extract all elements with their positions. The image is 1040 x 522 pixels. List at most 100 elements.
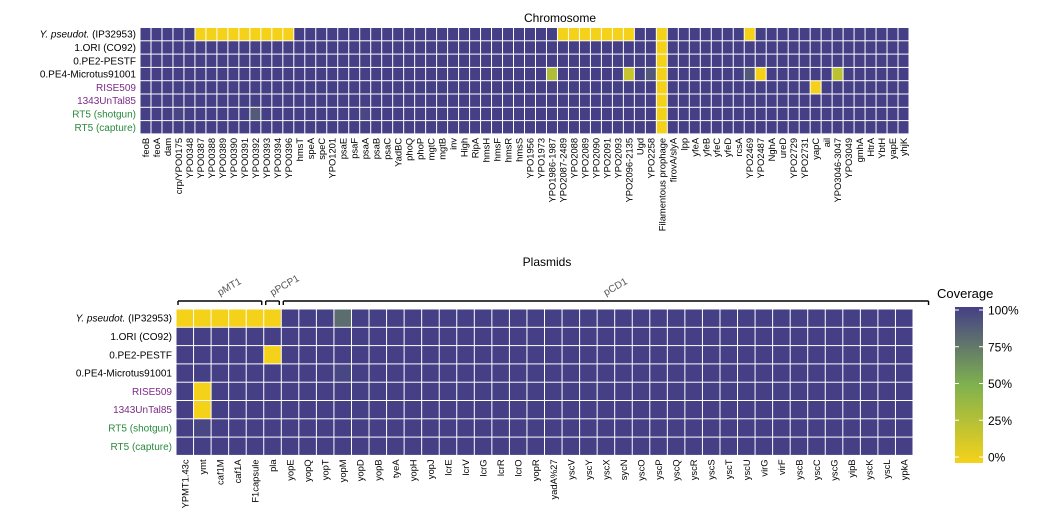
plasmid-cell [369,327,387,346]
chromosome-cell [777,121,788,134]
chromosome-cell [579,67,590,81]
plasmid-cell [299,309,316,327]
plasmid-cell [334,401,351,419]
chromosome-cell [151,121,162,134]
chromosome-column-label: YPO2087-2489 [557,138,568,203]
plasmid-cell [545,346,562,364]
chromosome-cell [667,67,678,81]
plasmid-cell [229,364,246,382]
chromosome-cell [206,107,217,121]
chromosome-column-label: YPO0396 [283,138,294,179]
chromosome-cell [272,67,283,81]
chromosome-column-label: mgtC [426,138,437,161]
chromosome-cell [514,107,524,121]
chromosome-row-label: 1.ORI (CO92) [74,43,136,54]
chromosome-cell [206,94,217,107]
chromosome-cell [140,81,151,94]
chromosome-cell [184,54,195,67]
plasmid-cell [808,401,825,419]
plasmid-cell [211,437,229,455]
chromosome-cell [470,94,481,107]
chromosome-cell [898,28,909,41]
chromosome-cell [360,81,371,94]
plasmid-cell [387,327,404,346]
chromosome-cell [744,121,755,134]
chromosome-cell [744,67,755,81]
chromosome-column-label: YPO2090 [590,138,601,179]
chromosome-cell [305,121,316,134]
chromosome-cell [228,107,239,121]
plasmid-cell [299,327,316,346]
chromosome-cell [261,121,272,134]
plasmid-column-label: yopD [355,459,366,481]
plasmid-cell [474,364,492,382]
plasmid-cell [457,364,474,382]
chromosome-cell [689,107,700,121]
chromosome-cell [898,107,909,121]
plasmid-cell [509,364,527,382]
chromosome-cell [272,94,283,107]
chromosome-column-label: YPO0393 [261,138,272,179]
chromosome-cell [579,28,590,41]
plasmid-cell [702,382,720,400]
plasmid-row-label: 0.PE4-Microtus91001 [76,369,173,380]
plasmid-cell [176,382,194,400]
chromosome-cell [217,94,228,107]
chromosome-cell [711,67,722,81]
chromosome-cell [272,81,283,94]
plasmid-cell [334,364,351,382]
plasmid-cell [790,382,808,400]
chromosome-cell [261,41,272,54]
plasmid-cell [773,382,790,400]
chromosome-cell [865,67,876,81]
chromosome-cell [404,54,415,67]
chromosome-cell [832,54,843,67]
chromosome-cell [349,67,360,81]
chromosome-cell [788,28,799,41]
plasmid-cell [545,382,562,400]
plasmid-column-label: lcrR [495,459,506,476]
plasmid-cell [545,364,562,382]
chromosome-column-label: ureD [777,138,788,159]
plasmid-cell [387,437,404,455]
chromosome-cell [316,107,327,121]
chromosome-cell [459,41,470,54]
chromosome-cell [283,107,294,121]
chromosome-cell [404,94,415,107]
plasmid-cell [264,309,281,327]
chromosome-cell [140,28,151,41]
plasmid-column-label: yscL [881,459,892,478]
chromosome-cell [217,81,228,94]
chromosome-cell [162,67,173,81]
chromosome-cell [492,54,503,67]
chromosome-cell [799,54,810,67]
chromosome-cell [382,41,393,54]
chromosome-cell [382,54,393,67]
chromosome-cell [305,81,316,94]
chromosome-cell [525,81,535,94]
plasmid-cell [509,309,527,327]
chromosome-cell [744,54,755,67]
plasmid-cell [843,309,860,327]
chromosome-cell [601,54,612,67]
chromosome-cell [415,121,426,134]
plasmid-cell [790,346,808,364]
plasmid-cell [229,419,246,437]
plasmid-column-label: caf1M [214,459,225,485]
chromosome-heatmap: Y. pseudot. (IP32953) 1.ORI (CO92) 0.PE2-P… [40,27,909,231]
chromosome-cell [140,67,151,81]
chromosome-cell [360,121,371,134]
chromosome-column-label: inv [448,138,459,150]
plasmid-cell [404,382,422,400]
plasmid-cell [825,364,843,382]
chromosome-column-label: hmsT [294,138,305,162]
chromosome-column-label: psaC [382,138,393,160]
plasmid-column-label: lcrO [513,459,524,476]
chromosome-cell [821,67,832,81]
plasmid-column-label: yopJ [425,459,436,479]
plasmid-cell [351,419,369,437]
plasmid-cell [755,382,773,400]
chromosome-cell [810,67,821,81]
chromosome-cell [327,107,338,121]
chromosome-cell [426,81,437,94]
